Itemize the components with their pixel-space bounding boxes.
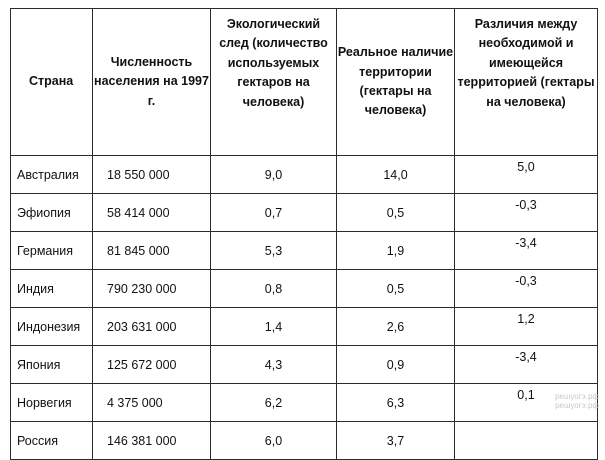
table-row: Индия 790 230 000 0,8 0,5 -0,3 xyxy=(10,269,598,308)
cell-footprint: 0,8 xyxy=(210,269,337,308)
cell-territory: 0,5 xyxy=(336,193,455,232)
header-row: Страна Численность населения на 1997 г. … xyxy=(10,8,598,156)
cell-population: 4 375 000 xyxy=(92,383,211,422)
cell-population: 58 414 000 xyxy=(92,193,211,232)
cell-territory: 3,7 xyxy=(336,421,455,460)
cell-country: Япония xyxy=(10,345,93,384)
cell-country: Россия xyxy=(10,421,93,460)
table-header: Страна Численность населения на 1997 г. … xyxy=(10,8,598,156)
header-population: Численность населения на 1997 г. xyxy=(92,8,211,156)
cell-territory: 14,0 xyxy=(336,155,455,194)
cell-population: 125 672 000 xyxy=(92,345,211,384)
table-row: Япония 125 672 000 4,3 0,9 -3,4 xyxy=(10,345,598,384)
cell-territory: 0,9 xyxy=(336,345,455,384)
table-row: Индонезия 203 631 000 1,4 2,6 1,2 xyxy=(10,307,598,346)
cell-difference: -0,3 xyxy=(454,269,598,308)
cell-footprint: 6,0 xyxy=(210,421,337,460)
cell-country: Германия xyxy=(10,231,93,270)
cell-difference: -3,4 xyxy=(454,231,598,270)
cell-difference xyxy=(454,421,598,460)
table-row: Эфиопия 58 414 000 0,7 0,5 -0,3 xyxy=(10,193,598,232)
header-difference: Различия между необходимой и имеющейся т… xyxy=(454,8,598,156)
header-territory: Реальное наличие территории (гектары на … xyxy=(336,8,455,156)
cell-population: 203 631 000 xyxy=(92,307,211,346)
country-data-table: Страна Численность населения на 1997 г. … xyxy=(10,8,598,460)
cell-territory: 2,6 xyxy=(336,307,455,346)
watermark-line: решуогэ.рф xyxy=(555,401,599,411)
cell-country: Норвегия xyxy=(10,383,93,422)
cell-footprint: 6,2 xyxy=(210,383,337,422)
table-row: Австралия 18 550 000 9,0 14,0 5,0 xyxy=(10,155,598,194)
header-footprint: Экологический след (количество используе… xyxy=(210,8,337,156)
table-row: Германия 81 845 000 5,3 1,9 -3,4 xyxy=(10,231,598,270)
cell-territory: 0,5 xyxy=(336,269,455,308)
cell-country: Индия xyxy=(10,269,93,308)
cell-difference: -0,3 xyxy=(454,193,598,232)
cell-footprint: 9,0 xyxy=(210,155,337,194)
watermark-line: решуогэ.рф xyxy=(555,392,599,402)
cell-footprint: 1,4 xyxy=(210,307,337,346)
table-row: Россия 146 381 000 6,0 3,7 xyxy=(10,421,598,460)
cell-footprint: 0,7 xyxy=(210,193,337,232)
cell-population: 18 550 000 xyxy=(92,155,211,194)
cell-difference: 5,0 xyxy=(454,155,598,194)
cell-population: 81 845 000 xyxy=(92,231,211,270)
cell-country: Эфиопия xyxy=(10,193,93,232)
table-wrapper: Страна Численность населения на 1997 г. … xyxy=(10,8,598,460)
cell-footprint: 4,3 xyxy=(210,345,337,384)
table-row: Норвегия 4 375 000 6,2 6,3 0,1 xyxy=(10,383,598,422)
cell-difference: 1,2 xyxy=(454,307,598,346)
cell-population: 790 230 000 xyxy=(92,269,211,308)
cell-country: Австралия xyxy=(10,155,93,194)
watermark: решуогэ.рф решуогэ.рф xyxy=(555,393,599,411)
cell-difference: -3,4 xyxy=(454,345,598,384)
cell-territory: 6,3 xyxy=(336,383,455,422)
cell-country: Индонезия xyxy=(10,307,93,346)
cell-difference: 0,1 xyxy=(454,383,598,422)
header-country: Страна xyxy=(10,8,93,156)
table-body: Австралия 18 550 000 9,0 14,0 5,0 Эфиопи… xyxy=(10,155,598,460)
cell-population: 146 381 000 xyxy=(92,421,211,460)
cell-footprint: 5,3 xyxy=(210,231,337,270)
cell-territory: 1,9 xyxy=(336,231,455,270)
